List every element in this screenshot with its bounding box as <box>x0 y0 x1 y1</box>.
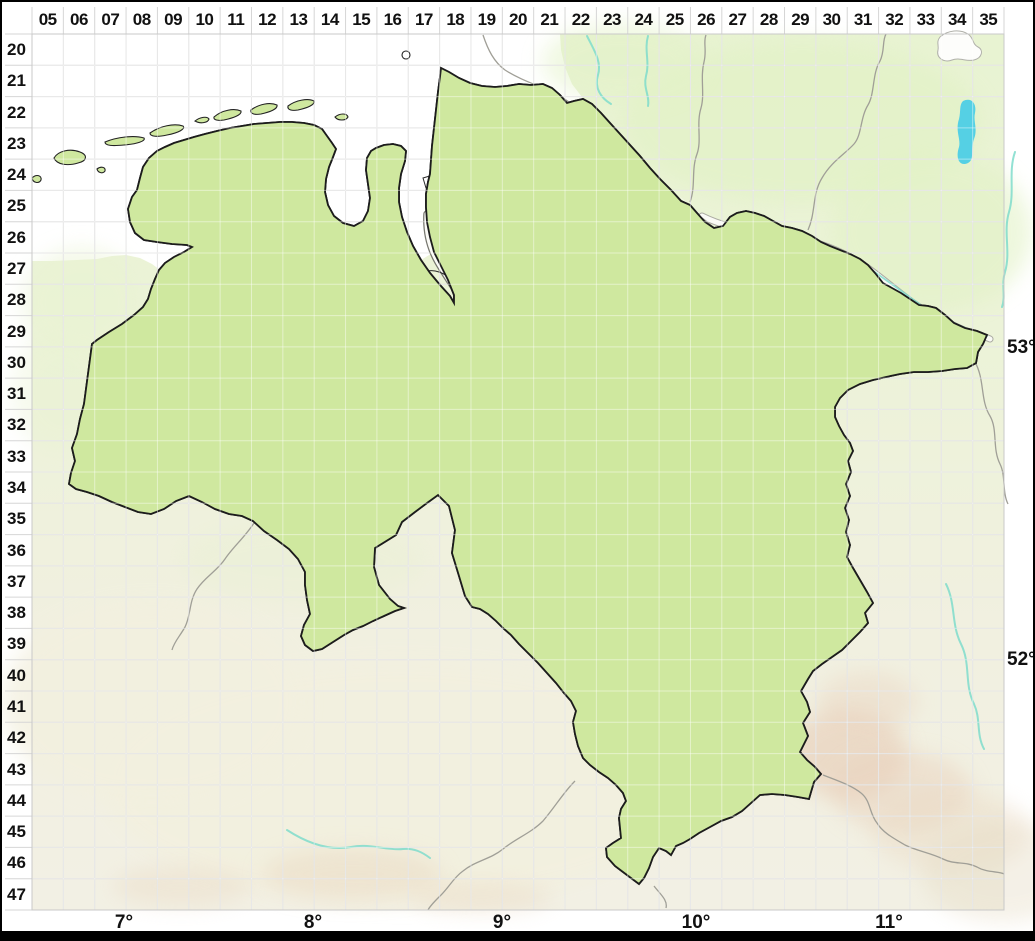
grid-row-label: 23 <box>7 133 26 153</box>
longitude-label: 11° <box>875 912 903 933</box>
island <box>194 116 210 124</box>
grid-row-label: 47 <box>7 884 26 904</box>
grid-column-header: 27 <box>728 10 747 29</box>
grid-column-header: 35 <box>979 10 998 29</box>
grid-row-label: 40 <box>7 665 26 685</box>
latitude-label: 52° <box>1007 649 1035 670</box>
grid-column-header: 33 <box>916 10 935 29</box>
grid-row-label: 28 <box>7 290 26 310</box>
grid-column-header: 28 <box>759 10 778 29</box>
grid-column-header: 22 <box>571 10 590 29</box>
grid-row-label: 29 <box>7 321 26 341</box>
neighbour-borders <box>171 33 1009 911</box>
grid-column-header: 34 <box>947 10 966 29</box>
grid-lines-white <box>31 33 1005 911</box>
grid-column-header: 25 <box>665 10 684 29</box>
grid-column-header: 11 <box>227 10 245 29</box>
grid-column-header: 13 <box>289 10 308 29</box>
grid-row-label: 25 <box>7 196 26 216</box>
grid-row-label: 24 <box>7 165 26 185</box>
grid-row-label: 31 <box>7 384 26 404</box>
longitude-label: 9° <box>492 912 512 933</box>
grid-row-label: 38 <box>7 603 26 623</box>
longitude-label: 7° <box>114 912 134 933</box>
grid-column-header: 30 <box>822 10 841 29</box>
grid-column-header: 21 <box>540 10 559 29</box>
grid-column-header: 07 <box>101 10 120 29</box>
bottom-scale-bar <box>2 931 1033 939</box>
grid-column-header: 10 <box>195 10 214 29</box>
grid-column-header: 08 <box>132 10 151 29</box>
grid-row-label: 41 <box>7 697 26 716</box>
grid-column-header: 31 <box>853 10 872 29</box>
grid-column-header: 17 <box>414 10 433 29</box>
island <box>53 149 86 166</box>
longitude-label: 10° <box>681 912 711 933</box>
grid-column-header: 20 <box>509 10 527 29</box>
grid-row-label: 42 <box>7 728 26 748</box>
island <box>287 99 315 111</box>
grid-row-label: 36 <box>7 540 26 560</box>
grid-row-label: 26 <box>7 227 26 247</box>
north-sea <box>32 34 705 270</box>
grid-column-header: 06 <box>70 10 88 29</box>
longitude-label: 8° <box>303 912 323 933</box>
grid-column-header: 19 <box>477 10 496 29</box>
island <box>401 50 411 60</box>
island <box>334 113 349 121</box>
grid-row-label: 34 <box>7 478 26 497</box>
grid-column-header: 05 <box>38 10 57 29</box>
grid-row-label: 45 <box>7 822 26 842</box>
island <box>104 136 145 147</box>
grid-row-label: 21 <box>7 71 26 91</box>
island <box>31 175 42 183</box>
grid-row-label: 35 <box>7 509 26 529</box>
latitude-label: 53° <box>1007 337 1035 358</box>
grid-column-header: 23 <box>603 10 621 29</box>
east-frisian-islands <box>31 50 411 183</box>
grid-column-header: 14 <box>320 10 339 29</box>
grid-row-label: 30 <box>7 352 26 372</box>
grid-row-label: 27 <box>7 259 26 278</box>
grid-row-label: 43 <box>7 759 26 779</box>
grid-row-label: 46 <box>7 853 26 873</box>
grid-column-header: 18 <box>446 10 465 29</box>
island <box>250 103 278 115</box>
grid-column-header: 16 <box>383 10 402 29</box>
grid-column-header: 26 <box>697 10 716 29</box>
grid-column-header: 15 <box>352 10 371 29</box>
grid-column-header: 29 <box>791 10 810 29</box>
grid-column-header: 09 <box>164 10 183 29</box>
island <box>213 109 242 121</box>
island <box>96 166 106 174</box>
grid-row-label: 22 <box>7 102 26 122</box>
lake <box>957 99 976 165</box>
grid-row-label: 44 <box>7 790 26 810</box>
map-frame <box>31 33 1005 911</box>
grid-row-label: 32 <box>7 415 26 435</box>
grid-row-label: 37 <box>7 571 26 591</box>
grid-column-header: 12 <box>258 10 277 29</box>
grid-row-label: 33 <box>7 446 26 466</box>
island <box>149 124 185 137</box>
grid-column-header: 32 <box>885 10 904 29</box>
grid-row-label: 39 <box>7 634 26 654</box>
grid-column-header: 24 <box>634 10 653 29</box>
grid-row-label: 20 <box>7 40 26 59</box>
